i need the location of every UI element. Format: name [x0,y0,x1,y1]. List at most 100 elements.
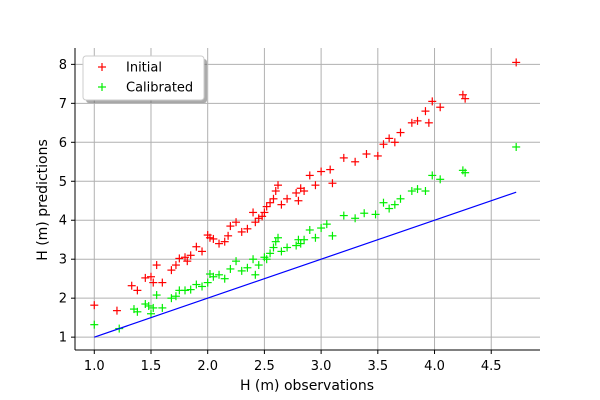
calibrated-point [360,209,369,218]
x-tick-label: 4.5 [481,359,502,374]
calibrated-point [292,241,301,250]
reference-line [94,191,517,338]
legend-marker-initial [98,63,106,71]
calibrated-point [266,249,275,258]
initial-point [243,224,252,233]
x-tick-label: 3.0 [311,359,332,374]
initial-point [175,254,184,263]
calibrated-point [181,286,190,295]
calibrated-point [407,187,416,196]
initial-point [198,247,207,256]
x-tick-label: 1.5 [141,359,162,374]
initial-point [224,231,233,240]
calibrated-point [251,270,260,279]
calibrated-point [317,224,326,233]
initial-point [385,134,394,143]
initial-point [209,234,218,243]
initial-point [362,149,371,158]
initial-point [317,167,326,176]
y-tick-label: 8 [59,58,67,73]
x-axis-label: H (m) observations [240,378,374,394]
initial-point [407,118,416,127]
calibrated-point [167,294,176,303]
calibrated-point [152,291,161,300]
x-tick-label: 3.5 [367,359,388,374]
calibrated-point [220,274,229,283]
initial-point [274,181,283,190]
initial-point [149,278,158,287]
initial-point [127,281,136,290]
initial-point [326,165,335,174]
initial-point [232,218,241,227]
initial-point [192,242,201,251]
initial-point [171,261,180,270]
y-tick-label: 5 [59,175,67,190]
initial-point [90,301,99,310]
y-tick-label: 4 [59,214,67,229]
calibrated-point [192,280,201,289]
calibrated-point [243,263,252,272]
calibrated-point [215,270,224,279]
calibrated-point [413,185,422,194]
initial-point [152,261,161,270]
calibrated-point [198,282,207,291]
initial-point [205,233,214,242]
calibrated-point [428,171,437,180]
initial-point [294,196,303,205]
calibrated-point [296,239,305,248]
initial-point [351,157,360,166]
y-axis-label: H (m) predictions [35,139,51,261]
initial-point [266,198,275,207]
calibrated-point [283,243,292,252]
y-axis-ticks: 1 2 3 4 5 6 7 8 [59,58,75,346]
legend: Initial Calibrated [82,55,207,103]
initial-point [461,94,470,103]
legend-box [82,55,205,101]
calibrated-point [461,168,470,177]
initial-point [220,237,229,246]
initial-point [133,286,142,295]
initial-point [305,171,314,180]
calibrated-point [390,200,399,209]
calibrated-point [274,233,283,242]
calibrated-point [421,187,430,196]
x-tick-label: 2.0 [197,359,218,374]
initial-point [158,278,167,287]
calibrated-point [322,220,331,229]
initial-point [112,306,121,315]
calibrated-point [512,142,521,151]
initial-point [424,118,433,127]
initial-point [436,103,445,112]
x-axis-ticks: 1.0 1.5 2.0 2.5 3.0 3.5 4.0 4.5 [84,350,502,374]
initial-point [167,266,176,275]
initial-point [146,272,155,281]
calibrated-point [262,255,271,264]
initial-point [421,107,430,116]
calibrated-point [385,204,394,213]
x-tick-label: 4.0 [424,359,445,374]
calibrated-point [300,235,309,244]
initial-point [215,239,224,248]
initial-point [413,116,422,125]
initial-point [260,208,269,217]
initial-point [183,257,192,266]
calibrated-point [232,257,241,266]
calibrated-point [186,285,195,294]
initial-point [373,151,382,160]
calibrated-point [141,300,150,309]
initial-point [292,188,301,197]
legend-label-initial: Initial [126,61,162,76]
calibrated-point [436,175,445,184]
initial-point [396,128,405,137]
calibrated-point [277,247,286,256]
y-tick-label: 7 [59,97,67,112]
calibrated-point [396,194,405,203]
initial-point [249,208,258,217]
legend-marker-calibrated [98,83,106,91]
initial-point [283,194,292,203]
initial-point [277,200,286,209]
calibrated-point [351,214,360,223]
calibrated-point [379,198,388,207]
calibrated-point [209,272,218,281]
